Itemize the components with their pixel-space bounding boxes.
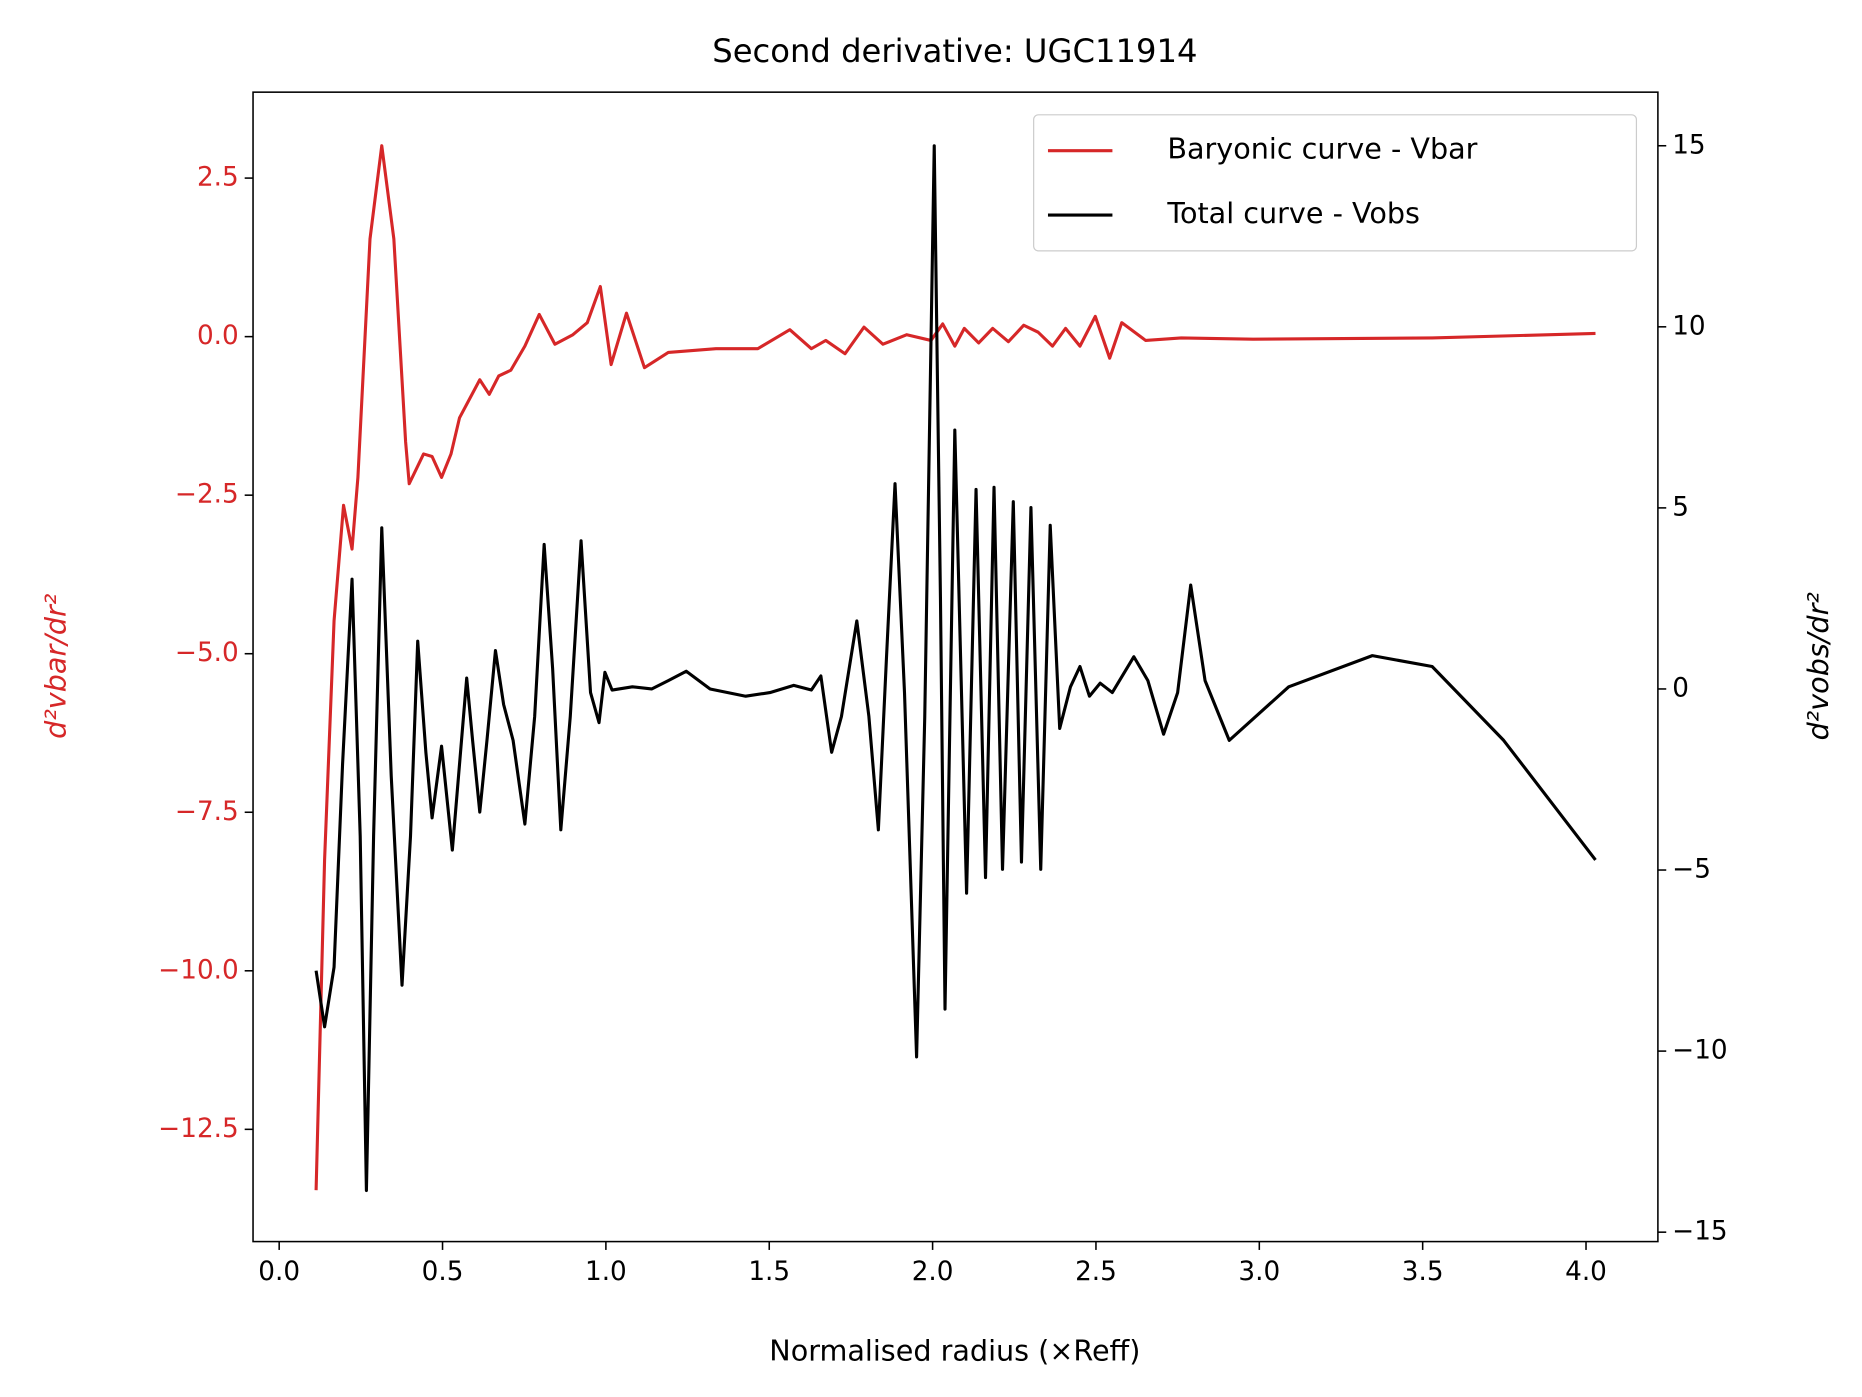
x-tick-label: 4.0 <box>1565 1257 1607 1287</box>
y-tick-label: −12.5 <box>158 1114 238 1144</box>
series-line <box>314 144 1596 1191</box>
x-tick-label: 2.5 <box>1075 1257 1117 1287</box>
y2-tick-label: 15 <box>1672 130 1705 160</box>
y-tick-label: 2.5 <box>197 163 239 193</box>
x-tick-label: 1.5 <box>748 1257 790 1287</box>
x-tick-label: 2.0 <box>912 1257 954 1287</box>
y-axis-label: d²vbar/dr² <box>38 593 72 739</box>
y-tick-label: 0.0 <box>197 321 239 351</box>
y2-tick-label: 5 <box>1672 492 1689 522</box>
plot-frame <box>252 91 1659 1243</box>
y2-axis-label: d²vobs/dr² <box>1801 592 1835 741</box>
y2-tick-label: −5 <box>1672 855 1711 885</box>
x-tick-label: 0.5 <box>422 1257 464 1287</box>
y2-tick-label: 10 <box>1672 311 1705 341</box>
y-tick-label: −2.5 <box>175 480 239 510</box>
y2-tick-label: 0 <box>1672 673 1689 703</box>
y-tick-label: −7.5 <box>175 797 239 827</box>
x-tick-label: 0.0 <box>258 1257 300 1287</box>
y-tick-label: −10.0 <box>158 955 238 985</box>
legend-label: Baryonic curve - Vbar <box>1167 132 1477 166</box>
chart-title: Second derivative: UGC11914 <box>712 32 1197 70</box>
legend-box <box>1033 114 1638 252</box>
x-tick-label: 3.5 <box>1402 1257 1444 1287</box>
x-tick-label: 1.0 <box>585 1257 627 1287</box>
x-tick-label: 3.0 <box>1238 1257 1280 1287</box>
y2-tick-label: −15 <box>1672 1217 1727 1247</box>
series-line <box>314 144 1597 1193</box>
y2-tick-label: −10 <box>1672 1036 1727 1066</box>
x-axis-label: Normalised radius (×Reff) <box>769 1334 1140 1368</box>
legend-label: Total curve - Vobs <box>1166 196 1420 230</box>
y-tick-label: −5.0 <box>175 638 239 668</box>
